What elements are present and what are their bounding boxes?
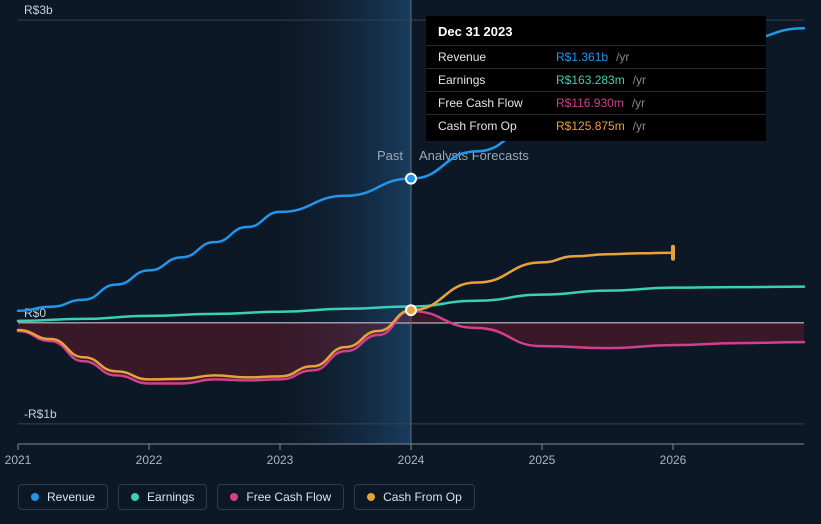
tooltip-metric-label: Cash From Op <box>438 119 548 133</box>
y-axis-label: R$3b <box>24 3 53 17</box>
tooltip-row: Cash From Op R$125.875m/yr <box>426 114 766 137</box>
tooltip-metric-unit: /yr <box>633 119 646 133</box>
x-axis-label: 2025 <box>529 453 556 467</box>
past-region-label: Past <box>377 148 403 163</box>
legend-label: Free Cash Flow <box>246 490 331 504</box>
data-tooltip: Dec 31 2023 Revenue R$1.361b/yr Earnings R$… <box>426 16 766 141</box>
tooltip-metric-value: R$1.361b <box>556 50 608 64</box>
tooltip-metric-value: R$125.875m <box>556 119 625 133</box>
tooltip-metric-value: R$116.930m <box>556 96 624 110</box>
legend-dot-icon <box>131 493 139 501</box>
legend-label: Revenue <box>47 490 95 504</box>
y-axis-label: -R$1b <box>24 407 57 421</box>
tooltip-metric-value: R$163.283m <box>556 73 625 87</box>
x-axis-label: 2024 <box>398 453 425 467</box>
tooltip-metric-label: Earnings <box>438 73 548 87</box>
legend-item-fcf[interactable]: Free Cash Flow <box>217 484 344 510</box>
legend-item-revenue[interactable]: Revenue <box>18 484 108 510</box>
legend-item-earnings[interactable]: Earnings <box>118 484 207 510</box>
x-axis-label: 2026 <box>660 453 687 467</box>
x-axis-label: 2023 <box>267 453 294 467</box>
chart-legend: Revenue Earnings Free Cash Flow Cash From O… <box>18 484 475 510</box>
x-axis-label: 2021 <box>5 453 32 467</box>
tooltip-row: Revenue R$1.361b/yr <box>426 45 766 68</box>
tooltip-metric-label: Revenue <box>438 50 548 64</box>
x-axis-label: 2022 <box>136 453 163 467</box>
tooltip-metric-unit: /yr <box>633 73 646 87</box>
legend-label: Cash From Op <box>383 490 462 504</box>
legend-item-cfo[interactable]: Cash From Op <box>354 484 475 510</box>
legend-dot-icon <box>367 493 375 501</box>
tooltip-row: Free Cash Flow R$116.930m/yr <box>426 91 766 114</box>
tooltip-metric-label: Free Cash Flow <box>438 96 548 110</box>
tooltip-date: Dec 31 2023 <box>426 24 766 45</box>
legend-label: Earnings <box>147 490 194 504</box>
legend-dot-icon <box>31 493 39 501</box>
financial-forecast-chart: R$3bR$0-R$1bPastAnalysts Forecasts202120… <box>0 0 821 524</box>
tooltip-row: Earnings R$163.283m/yr <box>426 68 766 91</box>
tooltip-metric-unit: /yr <box>616 50 629 64</box>
legend-dot-icon <box>230 493 238 501</box>
tooltip-metric-unit: /yr <box>632 96 645 110</box>
